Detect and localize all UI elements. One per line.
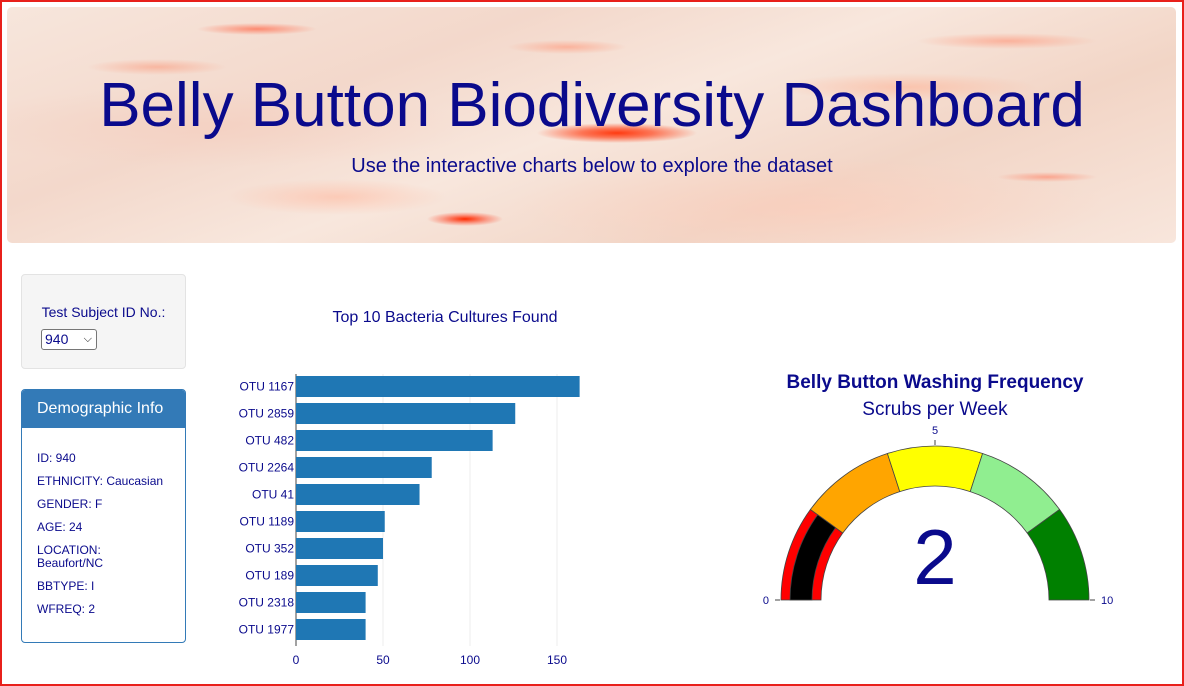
bar-chart: 0 50 100 150 OTU 1167 OTU 2859 OTU 482 OTU 2264… [239, 374, 580, 667]
bar-chart-category-label: OTU 1977 [239, 623, 295, 637]
bar-chart-bar[interactable] [296, 538, 383, 559]
bar-chart-bar[interactable] [296, 403, 516, 424]
gauge-tick-label: 0 [763, 595, 769, 607]
bar-chart-bar[interactable] [296, 376, 580, 397]
demographic-panel-body: ID: 940 ETHNICITY: Caucasian GENDER: F A… [22, 428, 185, 616]
demographic-panel: Demographic Info ID: 940 ETHNICITY: Cauc… [21, 389, 186, 643]
subject-id-value: 940 [45, 331, 69, 347]
bar-chart-bar[interactable] [296, 457, 432, 478]
bar-chart-category-label: OTU 2318 [239, 596, 295, 610]
page-subtitle: Use the interactive charts below to expl… [351, 155, 833, 177]
subject-selector-well: Test Subject ID No.: 940 ⌵ [21, 274, 186, 369]
header-banner [7, 7, 1176, 243]
demographic-wfreq: WFREQ: 2 [37, 602, 96, 616]
gauge-tick-label: 5 [932, 425, 938, 437]
bar-chart-category-label: OTU 1167 [240, 380, 295, 394]
demographic-panel-heading: Demographic Info [22, 390, 185, 428]
gauge-value-bar [789, 514, 837, 601]
subject-selector-label: Test Subject ID No.: [41, 304, 166, 320]
bar-chart-bar[interactable] [296, 619, 366, 640]
page-title: Belly Button Biodiversity Dashboard [99, 71, 1085, 140]
demographic-location: LOCATION: Beaufort/NC [37, 543, 104, 570]
bar-chart-xtick-label: 100 [460, 653, 480, 667]
demographic-bbtype: BBTYPE: I [37, 579, 95, 593]
bar-chart-category-label: OTU 41 [252, 488, 294, 502]
bar-chart-category-label: OTU 482 [245, 434, 294, 448]
demographic-gender: GENDER: F [37, 497, 103, 511]
gauge-tick-label: 10 [1101, 595, 1113, 607]
bar-chart-bar[interactable] [296, 511, 385, 532]
bar-chart-category-label: OTU 2859 [239, 407, 295, 421]
bar-chart-bar[interactable] [296, 592, 366, 613]
gauge-subtitle: Scrubs per Week [862, 399, 1008, 420]
demographic-id: ID: 940 [37, 451, 76, 465]
bar-chart-bar[interactable] [296, 484, 420, 505]
bar-chart-xtick-label: 0 [293, 653, 300, 667]
bar-chart-title: Top 10 Bacteria Cultures Found [332, 309, 558, 326]
bar-chart-xtick-label: 50 [376, 653, 390, 667]
chevron-down-icon: ⌵ [83, 333, 92, 345]
bar-chart-category-label: OTU 189 [245, 569, 294, 583]
bar-chart-category-label: OTU 352 [245, 542, 294, 556]
demographic-age: AGE: 24 [37, 520, 83, 534]
gauge-value-number: 2 [913, 513, 956, 601]
gauge-title: Belly Button Washing Frequency [786, 372, 1084, 393]
demographic-ethnicity: ETHNICITY: Caucasian [37, 474, 164, 488]
gauge-step [1026, 508, 1090, 601]
gauge-chart: 0 5 10 2 [763, 425, 1113, 607]
bar-chart-bar[interactable] [296, 430, 493, 451]
bar-chart-bar[interactable] [296, 565, 378, 586]
bar-chart-category-label: OTU 1189 [240, 515, 295, 529]
bar-chart-xtick-label: 150 [547, 653, 567, 667]
subject-id-select[interactable]: 940 ⌵ [41, 329, 97, 350]
gauge-step [886, 445, 984, 493]
bar-chart-category-label: OTU 2264 [239, 461, 295, 475]
